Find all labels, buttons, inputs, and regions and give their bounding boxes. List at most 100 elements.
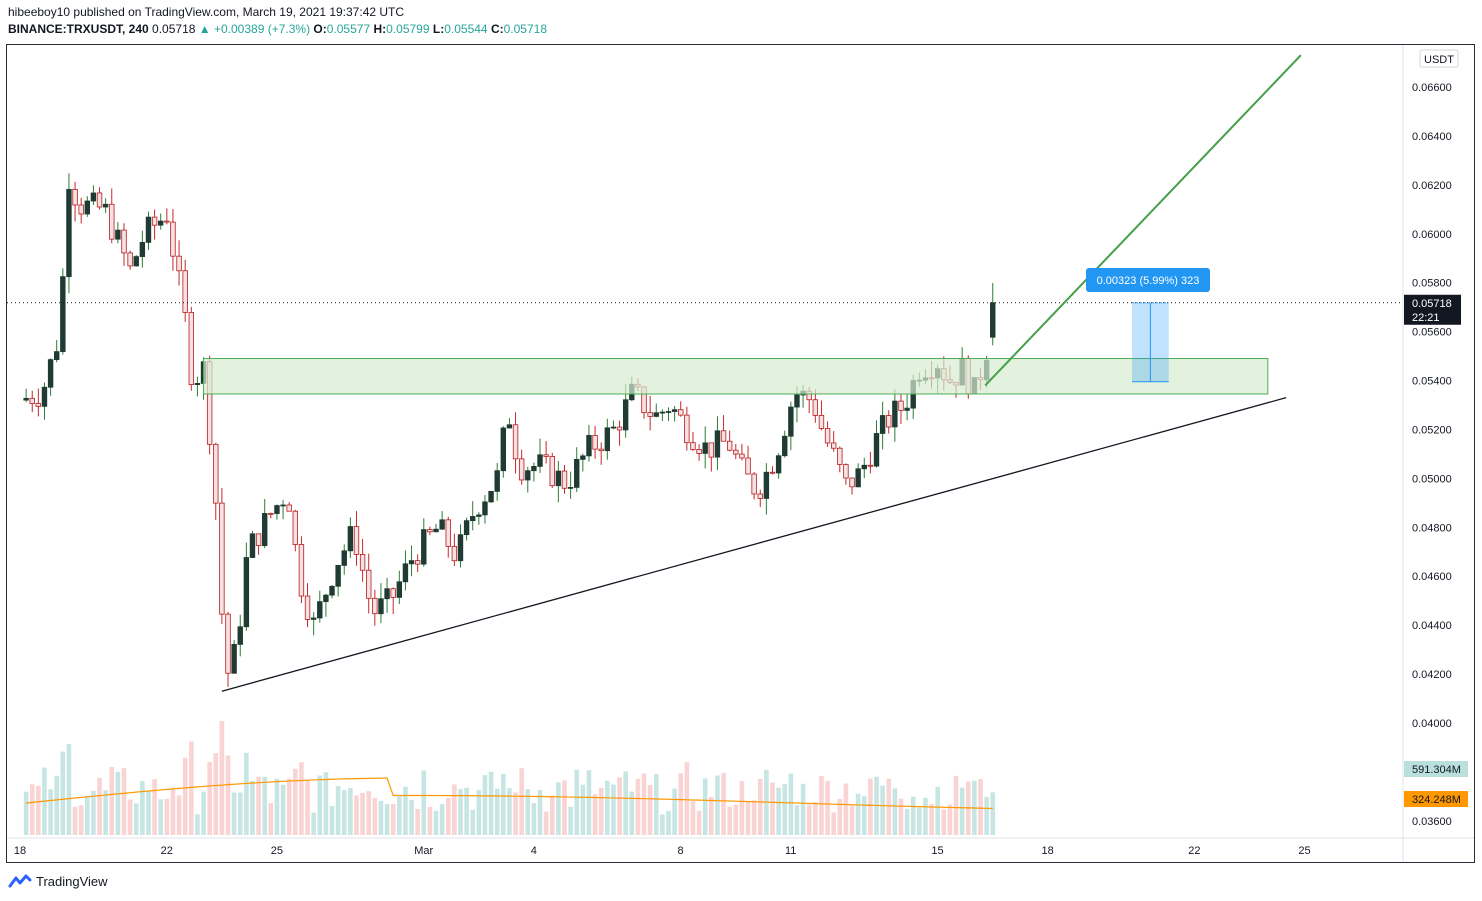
volume-bar xyxy=(390,804,396,835)
candle xyxy=(188,306,195,391)
candle-body xyxy=(109,203,115,240)
volume-bar xyxy=(702,778,708,835)
volume-bar xyxy=(782,784,788,835)
candle xyxy=(525,466,531,493)
low-value: 0.05544 xyxy=(444,22,488,36)
symbol-label[interactable]: BINANCE:TRXUSDT, 240 xyxy=(8,22,149,36)
candle xyxy=(47,358,54,396)
candle xyxy=(243,542,250,631)
candle xyxy=(414,554,421,573)
candle-body xyxy=(274,505,280,514)
candle-body xyxy=(830,442,837,449)
candle-body xyxy=(323,594,329,603)
x-tick-label: 25 xyxy=(271,845,283,857)
footer-brand[interactable]: TradingView xyxy=(8,873,108,889)
candle xyxy=(518,449,525,485)
candle xyxy=(463,517,470,541)
candle xyxy=(543,441,549,464)
volume-bar xyxy=(904,808,910,835)
candle-body xyxy=(855,468,861,488)
candle-body xyxy=(500,427,507,472)
candle-body xyxy=(518,458,525,481)
candle xyxy=(867,451,874,474)
volume-bar xyxy=(140,781,145,835)
volume-bar xyxy=(923,797,928,835)
candle-body xyxy=(280,504,286,507)
candle-body xyxy=(678,409,684,416)
candle-body xyxy=(439,519,445,530)
candle xyxy=(66,173,72,294)
volume-bar xyxy=(959,787,965,835)
candle xyxy=(127,250,133,270)
x-tick-label: 8 xyxy=(678,845,684,857)
candle-body xyxy=(268,513,274,515)
volume-bar xyxy=(929,804,934,835)
published-by-line: hibeeboy10 published on TradingView.com,… xyxy=(8,5,404,19)
candle xyxy=(366,553,372,614)
low-label: L: xyxy=(432,22,445,36)
candle xyxy=(439,511,445,530)
candle xyxy=(782,430,788,458)
volume-bar xyxy=(146,790,151,835)
candle-body xyxy=(127,252,133,267)
candle xyxy=(60,268,66,355)
volume-bar xyxy=(507,788,512,835)
candle-body xyxy=(102,203,109,208)
candle xyxy=(72,181,78,222)
candle-body xyxy=(812,399,819,416)
volume-ma-tag xyxy=(1404,791,1468,807)
last-price-tag-value: 0.05718 xyxy=(1412,298,1452,310)
candle-body xyxy=(904,407,910,411)
candle-body xyxy=(745,457,751,475)
volume-bar xyxy=(672,788,677,835)
volume-bar xyxy=(623,771,628,835)
candle xyxy=(445,516,451,558)
volume-bar xyxy=(274,778,280,835)
candle xyxy=(653,403,659,418)
volume-bar xyxy=(433,810,439,835)
candle xyxy=(133,255,139,267)
candle xyxy=(158,213,164,230)
candle-body xyxy=(659,411,666,414)
candle-body xyxy=(372,597,378,615)
currency-unit-label: USDT xyxy=(1424,54,1454,66)
volume-bar xyxy=(813,801,818,835)
candle-body xyxy=(837,447,843,465)
volume-bar xyxy=(696,810,702,835)
candle-body xyxy=(763,471,770,499)
candle xyxy=(286,502,292,512)
candle xyxy=(824,421,831,447)
candle xyxy=(335,564,341,597)
candle xyxy=(855,463,861,488)
candle-body xyxy=(23,397,29,401)
candle xyxy=(262,499,268,549)
candle-body xyxy=(543,454,549,457)
candle xyxy=(708,442,715,472)
resistance-zone xyxy=(203,358,1269,395)
candle xyxy=(323,593,329,617)
volume-bar xyxy=(109,767,115,835)
volume-bar xyxy=(231,792,237,835)
volume-bar xyxy=(574,769,580,835)
candle-body xyxy=(867,464,874,467)
candle xyxy=(665,407,672,422)
candle-body xyxy=(347,526,354,552)
candle xyxy=(29,390,35,413)
volume-bar xyxy=(733,804,739,835)
candle-body xyxy=(298,544,305,597)
volume-bar xyxy=(366,791,372,835)
candle-body xyxy=(378,598,384,615)
candle-body xyxy=(671,409,678,412)
volume-bar xyxy=(305,779,310,835)
candle-body xyxy=(702,442,708,454)
candle xyxy=(561,465,568,494)
volume-bar xyxy=(341,790,347,835)
candle xyxy=(671,405,678,422)
candle-body xyxy=(335,565,341,587)
volume-bar xyxy=(629,791,635,835)
volume-bar xyxy=(494,788,500,835)
candle-body xyxy=(794,394,800,408)
chart-frame[interactable] xyxy=(6,44,1475,863)
candle xyxy=(488,490,494,503)
